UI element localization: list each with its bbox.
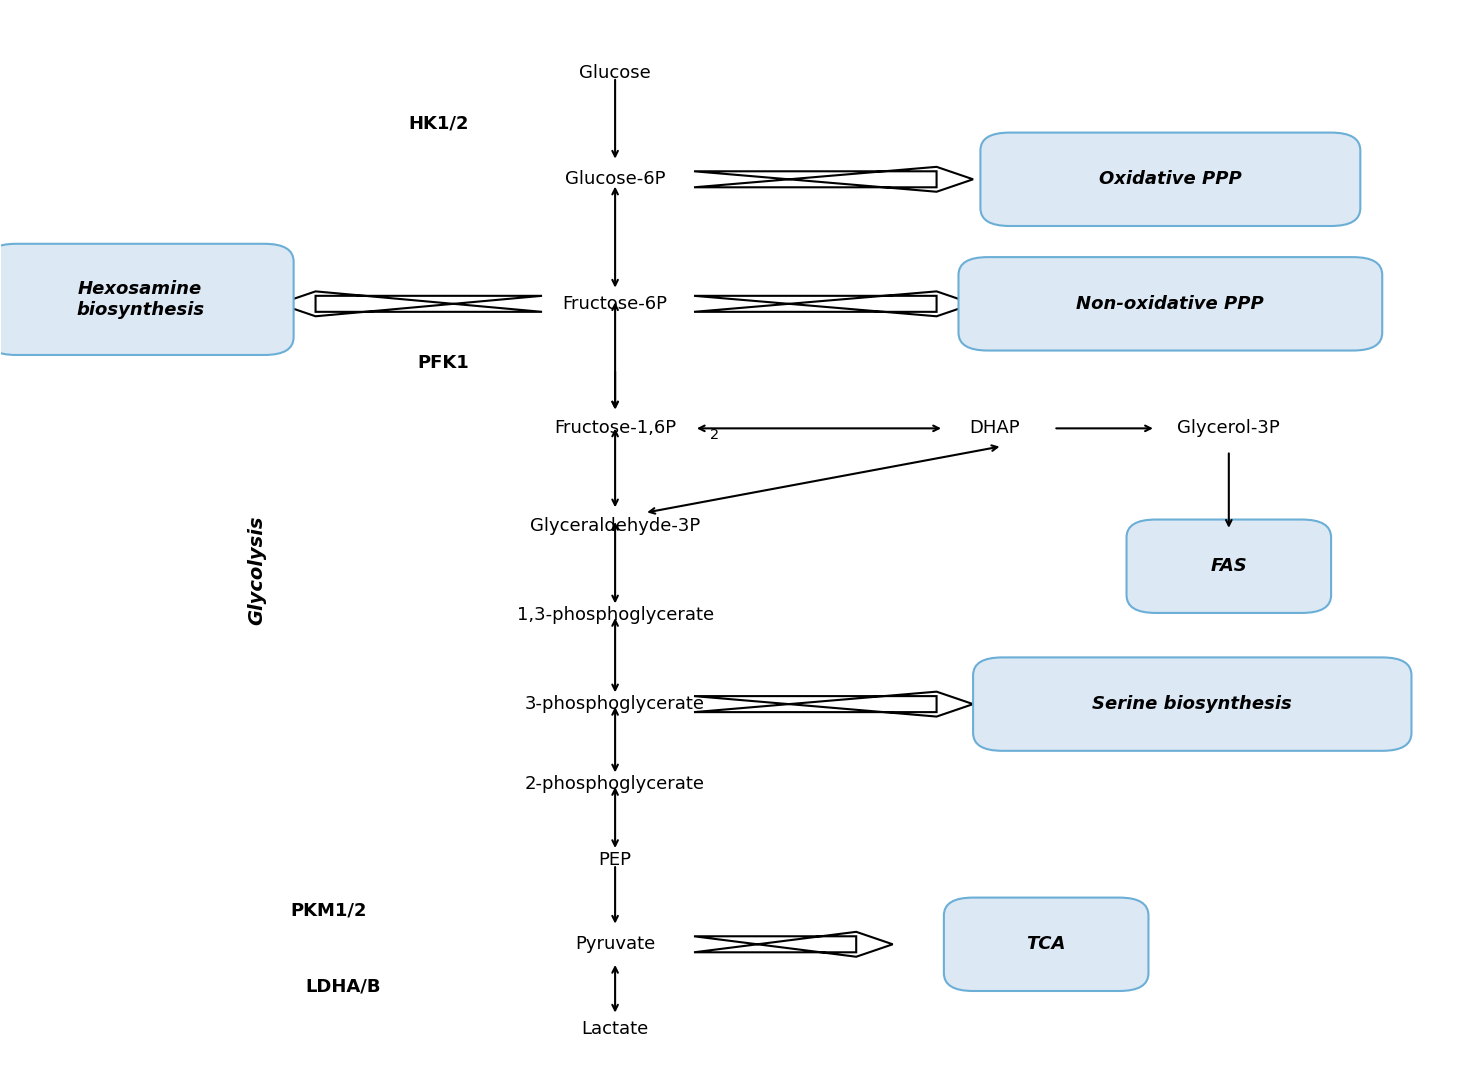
Text: 2: 2 xyxy=(710,429,719,443)
Text: LDHA/B: LDHA/B xyxy=(306,978,381,996)
FancyBboxPatch shape xyxy=(0,244,294,355)
Text: Fructose-6P: Fructose-6P xyxy=(562,295,668,313)
Text: Glucose: Glucose xyxy=(580,63,651,82)
Text: Pyruvate: Pyruvate xyxy=(575,936,656,953)
Text: Glycolysis: Glycolysis xyxy=(247,516,266,626)
Text: HK1/2: HK1/2 xyxy=(408,114,468,133)
Text: PFK1: PFK1 xyxy=(417,355,468,372)
Text: PEP: PEP xyxy=(599,851,631,869)
Text: FAS: FAS xyxy=(1211,557,1247,576)
Text: Glyceraldehyde-3P: Glyceraldehyde-3P xyxy=(530,517,700,535)
Text: Glucose-6P: Glucose-6P xyxy=(565,171,665,188)
FancyBboxPatch shape xyxy=(974,657,1411,751)
Text: PKM1/2: PKM1/2 xyxy=(290,902,366,919)
Polygon shape xyxy=(694,166,974,191)
Text: 3-phosphoglycerate: 3-phosphoglycerate xyxy=(526,695,706,713)
Text: Lactate: Lactate xyxy=(581,1019,649,1038)
FancyBboxPatch shape xyxy=(959,257,1382,350)
Text: 2-phosphoglycerate: 2-phosphoglycerate xyxy=(526,775,706,793)
Polygon shape xyxy=(694,292,974,317)
Text: TCA: TCA xyxy=(1026,936,1066,953)
Text: Oxidative PPP: Oxidative PPP xyxy=(1099,171,1241,188)
Text: Glycerol-3P: Glycerol-3P xyxy=(1177,419,1280,437)
Text: Serine biosynthesis: Serine biosynthesis xyxy=(1092,695,1293,713)
Text: DHAP: DHAP xyxy=(969,419,1020,437)
FancyBboxPatch shape xyxy=(981,133,1360,226)
Polygon shape xyxy=(694,692,974,717)
Polygon shape xyxy=(280,292,542,317)
FancyBboxPatch shape xyxy=(944,898,1148,991)
Text: Non-oxidative PPP: Non-oxidative PPP xyxy=(1076,295,1265,313)
Text: 1,3-phosphoglycerate: 1,3-phosphoglycerate xyxy=(517,606,713,625)
Polygon shape xyxy=(694,931,893,956)
FancyBboxPatch shape xyxy=(1126,520,1331,613)
Text: Hexosamine
biosynthesis: Hexosamine biosynthesis xyxy=(76,280,205,319)
Text: Fructose-1,6P: Fructose-1,6P xyxy=(553,419,676,437)
